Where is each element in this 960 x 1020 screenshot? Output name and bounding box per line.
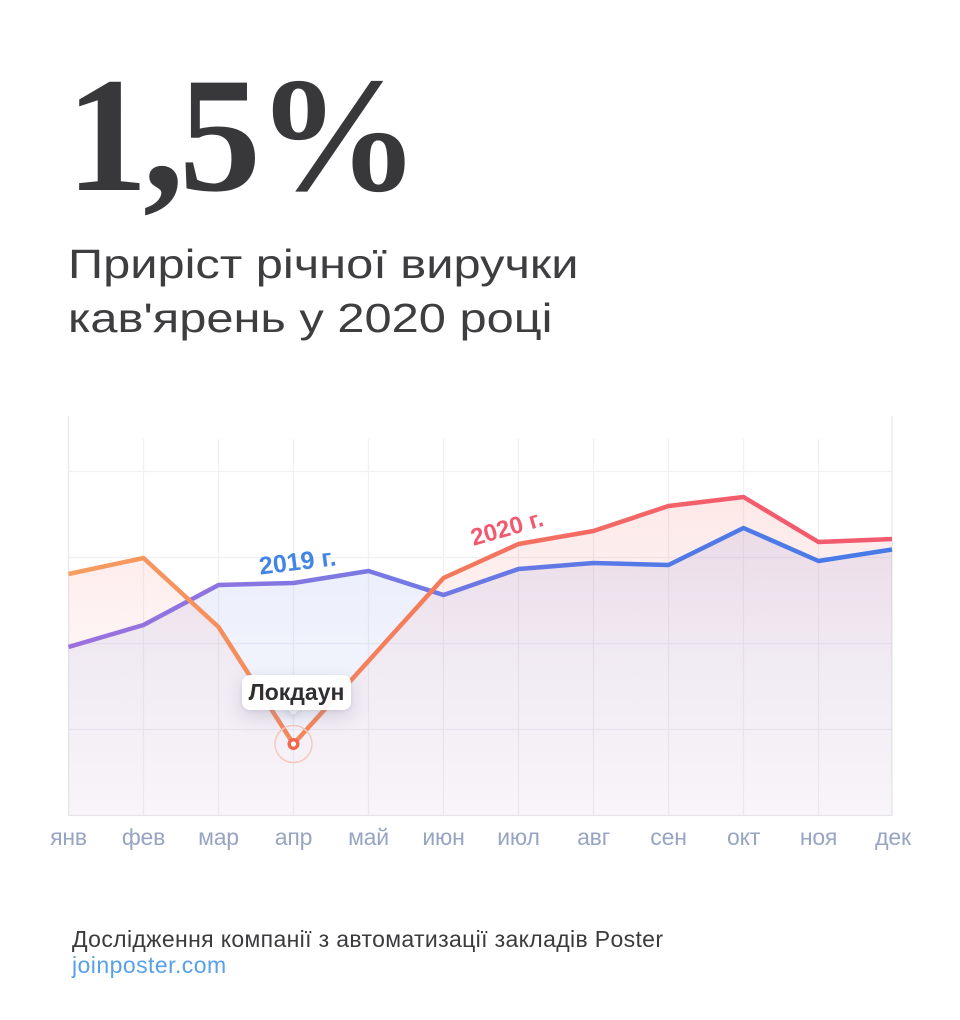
svg-text:2019 г.: 2019 г. [258, 543, 338, 580]
